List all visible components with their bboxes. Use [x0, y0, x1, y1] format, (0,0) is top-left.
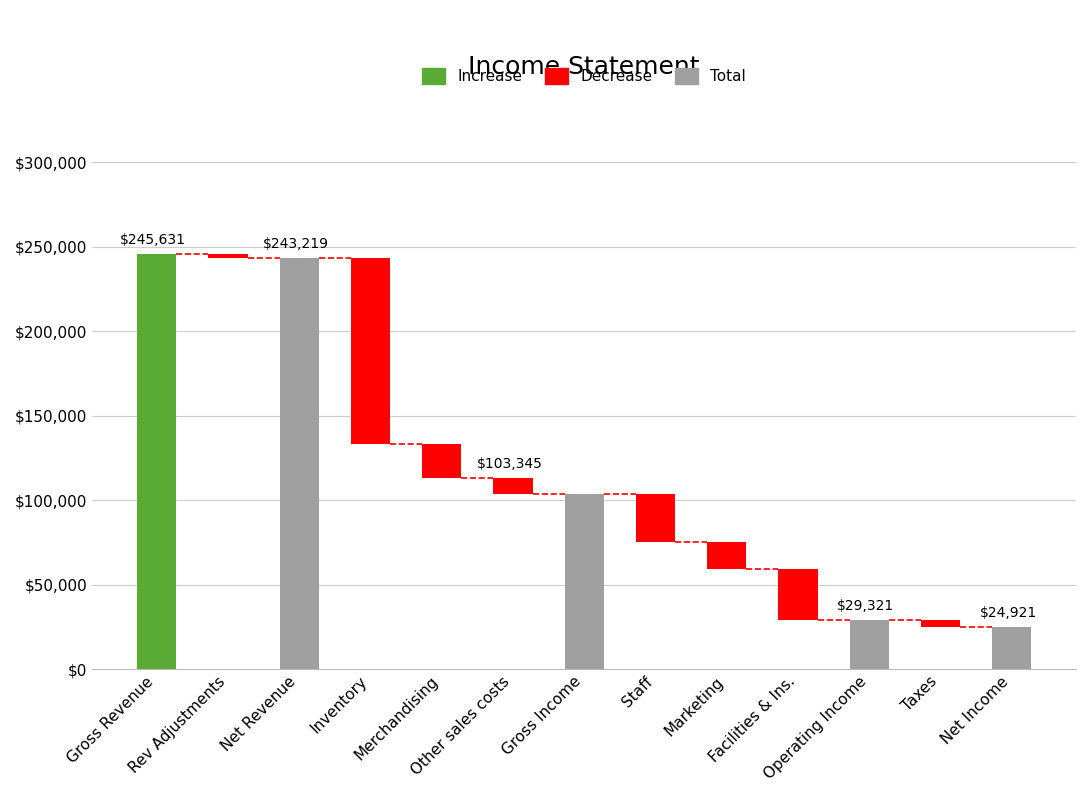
Bar	[921, 619, 960, 627]
Bar	[351, 258, 389, 444]
Text: $103,345: $103,345	[477, 457, 542, 471]
Legend: Increase, Decrease, Total: Increase, Decrease, Total	[416, 62, 753, 90]
Bar	[992, 627, 1031, 669]
Text: $243,219: $243,219	[263, 238, 328, 251]
Bar	[636, 494, 675, 542]
Bar	[493, 477, 532, 494]
Bar	[208, 254, 248, 258]
Bar	[707, 542, 746, 569]
Bar	[422, 444, 461, 477]
Text: $24,921: $24,921	[980, 607, 1036, 620]
Bar	[279, 258, 319, 669]
Bar	[137, 254, 177, 669]
Title: Income Statement: Income Statement	[468, 55, 700, 79]
Text: $29,321: $29,321	[837, 599, 895, 613]
Bar	[564, 494, 603, 669]
Text: $245,631: $245,631	[120, 234, 187, 247]
Bar	[778, 569, 817, 619]
Bar	[850, 619, 889, 669]
